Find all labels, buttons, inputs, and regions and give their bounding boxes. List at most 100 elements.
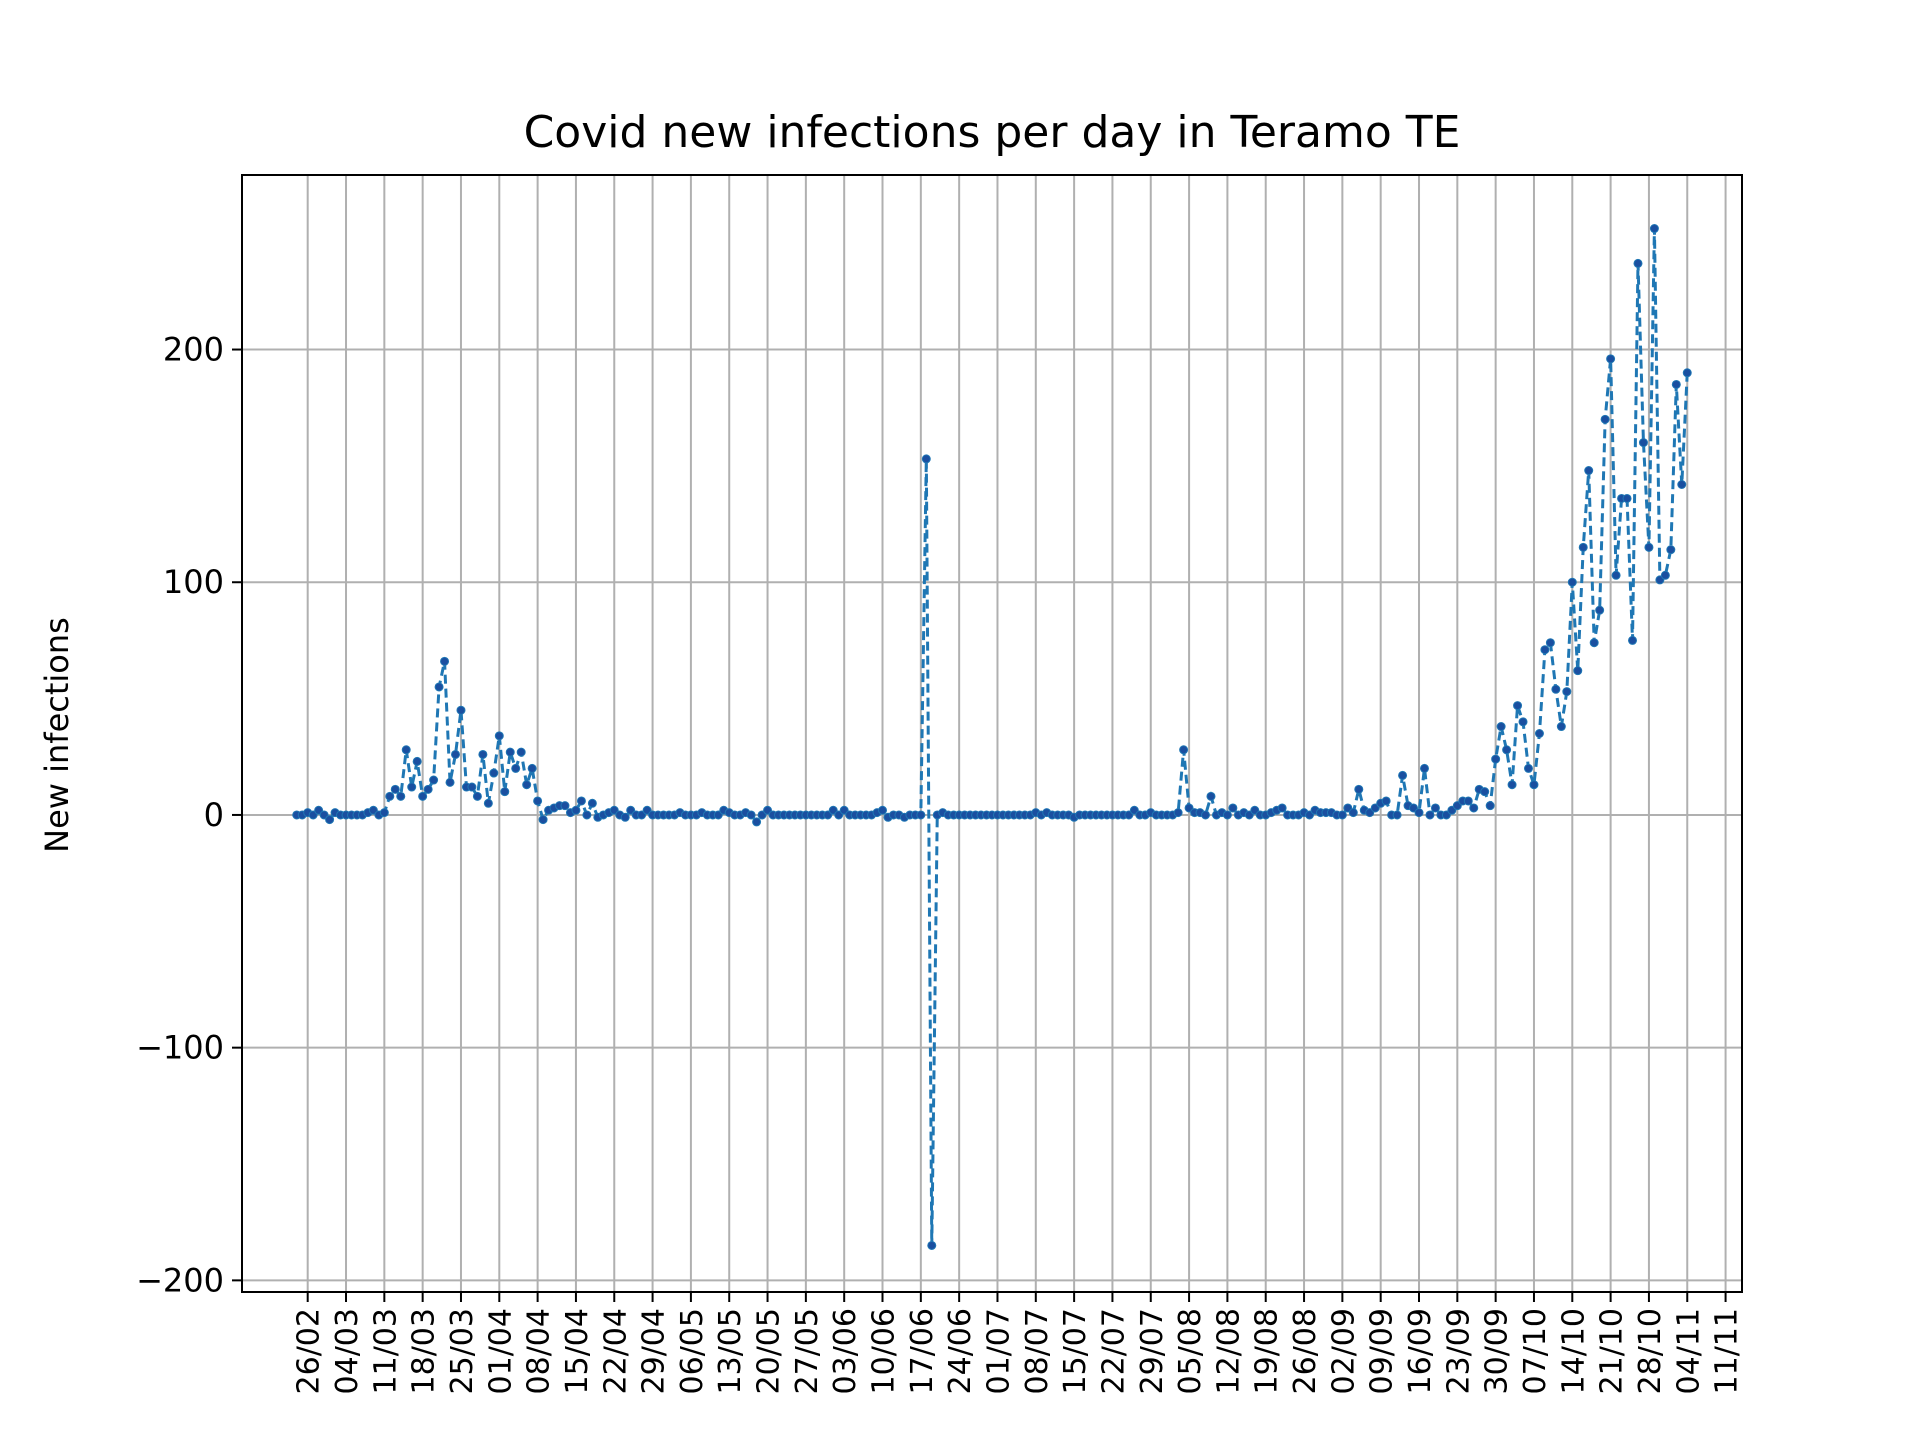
- data-point: [921, 454, 931, 464]
- data-point: [1513, 701, 1523, 711]
- data-point: [489, 768, 499, 778]
- data-point: [582, 810, 592, 820]
- data-point: [1649, 224, 1659, 234]
- data-point: [379, 808, 389, 818]
- data-point: [325, 815, 335, 825]
- data-point: [1348, 808, 1358, 818]
- data-point: [1644, 542, 1654, 552]
- x-tick-label: 20/05: [752, 1308, 787, 1394]
- data-point: [1469, 803, 1479, 813]
- data-point: [1398, 770, 1408, 780]
- data-point: [1677, 480, 1687, 489]
- x-tick-label: 08/04: [522, 1308, 557, 1394]
- data-point: [440, 656, 450, 666]
- data-point: [620, 812, 630, 822]
- x-tick-label: 29/07: [1135, 1308, 1170, 1394]
- data-point: [1524, 763, 1533, 773]
- data-point: [1206, 791, 1216, 801]
- data-point: [576, 796, 586, 806]
- data-point: [1337, 810, 1347, 820]
- data-point: [472, 791, 482, 801]
- data-point: [467, 782, 477, 792]
- x-tick-label: 17/06: [905, 1308, 940, 1394]
- data-point: [1622, 493, 1632, 503]
- data-point: [752, 817, 762, 827]
- x-tick-label: 12/08: [1211, 1308, 1246, 1394]
- data-point: [1682, 368, 1692, 378]
- data-point: [1277, 803, 1287, 813]
- x-tick-label: 22/07: [1096, 1308, 1131, 1394]
- data-point: [500, 787, 510, 797]
- data-point: [1589, 638, 1599, 648]
- data-point: [587, 798, 597, 808]
- data-point: [1638, 438, 1648, 448]
- data-point: [1551, 684, 1561, 694]
- x-tick-label: 01/04: [483, 1308, 518, 1394]
- data-point: [1491, 754, 1501, 764]
- data-point: [478, 749, 488, 759]
- data-point: [451, 749, 460, 759]
- data-point: [1173, 808, 1183, 818]
- x-tick-label: 22/04: [598, 1308, 633, 1394]
- data-point: [385, 791, 395, 801]
- series-new-infections: [292, 224, 1692, 1250]
- data-point: [423, 784, 433, 794]
- data-point: [1392, 810, 1402, 820]
- data-point: [1578, 542, 1588, 552]
- data-point: [927, 1240, 937, 1250]
- data-point: [571, 805, 581, 815]
- x-tick-label: 03/06: [828, 1308, 863, 1394]
- x-tick-label: 25/03: [445, 1308, 480, 1394]
- data-point: [511, 763, 521, 773]
- x-tick-label: 07/10: [1518, 1308, 1553, 1394]
- data-point: [412, 756, 422, 766]
- data-point: [1430, 803, 1440, 813]
- data-point: [1179, 745, 1189, 755]
- data-point: [522, 780, 532, 790]
- data-point: [1354, 784, 1364, 794]
- y-tick-label: 0: [204, 796, 224, 834]
- x-tick-label: 01/07: [981, 1308, 1016, 1394]
- data-point: [1633, 258, 1643, 268]
- data-point: [1496, 722, 1506, 732]
- data-point: [1201, 810, 1210, 820]
- data-point: [1584, 466, 1594, 476]
- data-point: [1485, 801, 1495, 811]
- x-tick-label: 15/07: [1058, 1308, 1093, 1394]
- x-tick-label: 04/11: [1671, 1308, 1706, 1394]
- data-point: [916, 810, 926, 820]
- data-point: [1666, 545, 1676, 555]
- data-point: [401, 745, 411, 755]
- x-tick-label: 04/03: [330, 1308, 365, 1394]
- x-tick-label: 08/07: [1020, 1308, 1055, 1394]
- data-point: [483, 798, 493, 808]
- data-point: [429, 775, 439, 785]
- data-point: [1595, 605, 1605, 615]
- data-point: [1228, 803, 1238, 813]
- x-tick-label: 11/03: [368, 1308, 403, 1394]
- data-point: [456, 705, 466, 715]
- x-tick-label: 26/02: [292, 1308, 327, 1394]
- data-point: [560, 801, 570, 811]
- chart-title: Covid new infections per day in Teramo T…: [524, 107, 1461, 158]
- data-point: [1556, 722, 1566, 732]
- x-tick-label: 19/08: [1250, 1308, 1285, 1394]
- data-point: [516, 747, 526, 757]
- data-point: [538, 815, 548, 825]
- plot-frame: [241, 174, 1743, 1293]
- data-point: [533, 796, 543, 806]
- x-tick-label: 26/08: [1288, 1308, 1323, 1394]
- x-tick-label: 05/08: [1173, 1308, 1208, 1394]
- data-point: [1562, 687, 1572, 697]
- data-point: [1502, 745, 1512, 755]
- data-point: [527, 763, 537, 773]
- y-tick-label: 100: [163, 563, 224, 601]
- data-point: [1545, 638, 1555, 648]
- x-tick-label: 24/06: [943, 1308, 978, 1394]
- x-tick-label: 30/09: [1480, 1308, 1515, 1394]
- data-point: [1529, 780, 1539, 790]
- y-tick-label: −100: [136, 1029, 224, 1067]
- x-tick-label: 21/10: [1595, 1308, 1630, 1394]
